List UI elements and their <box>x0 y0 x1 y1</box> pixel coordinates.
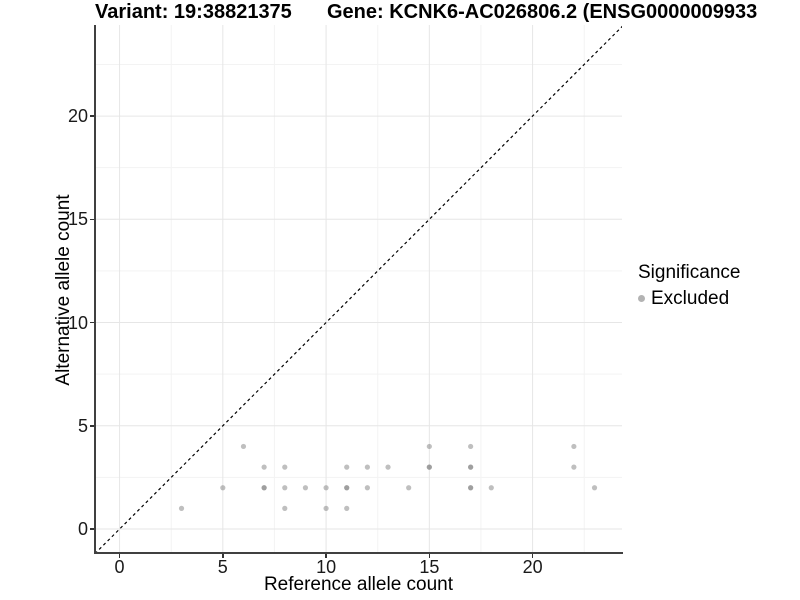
data-point <box>261 485 267 491</box>
data-point <box>261 464 267 470</box>
legend-item-label: Excluded <box>651 288 730 309</box>
data-point <box>406 485 412 491</box>
data-point <box>344 485 350 491</box>
plot-panel <box>95 25 622 553</box>
y-tick-mark <box>90 528 94 530</box>
data-point <box>178 505 185 511</box>
identity-line <box>95 25 622 553</box>
y-tick-mark <box>90 321 94 324</box>
x-tick-mark <box>118 554 121 558</box>
legend-title: Significance <box>638 262 741 283</box>
x-axis-title: Reference allele count <box>263 574 454 595</box>
y-tick-mark <box>90 218 94 221</box>
data-point <box>488 485 494 491</box>
data-point <box>282 505 288 511</box>
y-axis-line <box>94 25 96 554</box>
data-point <box>364 485 370 491</box>
y-tick-label: 15 <box>67 209 88 230</box>
data-point <box>282 485 288 491</box>
data-point <box>468 464 474 470</box>
data-point <box>344 505 350 511</box>
y-tick-label: 20 <box>67 106 88 127</box>
x-tick-mark <box>325 554 327 558</box>
variant-title: Variant: 19:38821375 <box>95 1 292 23</box>
data-point <box>591 485 598 491</box>
x-axis-line <box>94 552 623 554</box>
x-tick-label: 0 <box>114 557 125 577</box>
x-tick-label: 15 <box>419 557 440 577</box>
data-point <box>323 505 329 511</box>
data-point <box>344 464 350 470</box>
legend-point-icon <box>638 295 645 302</box>
data-point <box>468 485 474 491</box>
x-tick-mark <box>531 554 534 558</box>
data-point <box>571 443 577 450</box>
x-tick-mark <box>428 554 431 558</box>
y-tick-label: 5 <box>77 415 88 436</box>
y-tick-mark <box>90 115 94 117</box>
data-point <box>385 464 391 470</box>
y-tick-mark <box>90 425 94 427</box>
x-tick-mark <box>222 554 224 558</box>
data-point <box>220 485 226 491</box>
data-point <box>323 485 329 491</box>
data-point <box>468 443 474 450</box>
x-tick-label: 20 <box>522 557 543 577</box>
y-tick-label: 10 <box>67 312 88 333</box>
data-point <box>364 464 370 470</box>
data-point <box>302 485 309 491</box>
legend: Significance Excluded <box>638 261 740 309</box>
y-tick-label: 0 <box>77 519 88 540</box>
data-point <box>240 443 247 450</box>
data-point <box>426 464 432 470</box>
data-point <box>571 464 577 470</box>
scatter-plot <box>95 25 622 553</box>
legend-item-excluded: Excluded <box>638 288 740 309</box>
gene-title: Gene: KCNK6-AC026806.2 (ENSG0000009933 <box>327 1 758 23</box>
data-point <box>426 443 432 450</box>
data-point <box>282 464 288 470</box>
x-tick-label: 5 <box>217 557 228 577</box>
x-tick-label: 10 <box>316 557 337 577</box>
y-axis-title: Alternative allele count <box>53 194 74 386</box>
